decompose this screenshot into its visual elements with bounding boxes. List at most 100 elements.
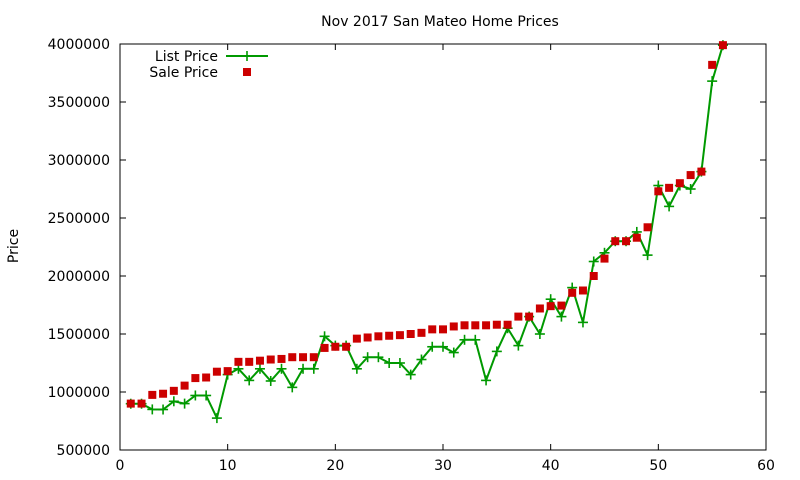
y-tick-label: 500000 bbox=[57, 443, 110, 459]
sale-price-point bbox=[406, 330, 415, 338]
sale-price-point bbox=[342, 342, 351, 351]
sale-price-point bbox=[535, 304, 544, 313]
list-price-point bbox=[427, 341, 438, 352]
list-price-point bbox=[685, 184, 696, 194]
list-price-point bbox=[481, 375, 492, 386]
sale-price-point bbox=[148, 390, 157, 399]
sale-price-point bbox=[395, 331, 404, 340]
x-tick-label: 40 bbox=[542, 458, 560, 474]
list-price-point bbox=[438, 341, 448, 352]
x-tick-label: 50 bbox=[649, 458, 667, 474]
plot-border bbox=[119, 43, 767, 451]
sale-price-point bbox=[589, 272, 598, 280]
legend-label-sale-price: Sale Price bbox=[149, 65, 218, 81]
sale-price-point bbox=[234, 357, 243, 366]
list-price-point bbox=[298, 363, 309, 374]
list-price-point bbox=[405, 369, 416, 380]
sale-price-point bbox=[546, 302, 555, 311]
list-price-point bbox=[211, 413, 222, 424]
list-price-point bbox=[287, 382, 298, 393]
sale-price-point bbox=[363, 333, 372, 342]
sale-price-point bbox=[708, 60, 717, 69]
list-price-point bbox=[254, 363, 265, 374]
sale-price-point bbox=[525, 312, 534, 321]
sale-price-point bbox=[385, 331, 394, 340]
sale-price-point bbox=[675, 179, 684, 188]
sale-price-point bbox=[665, 183, 674, 192]
sale-price-point bbox=[352, 334, 361, 343]
sale-price-point bbox=[471, 321, 480, 330]
sale-price-point bbox=[503, 320, 512, 329]
sale-price-point bbox=[223, 367, 232, 376]
y-tick-label: 3000000 bbox=[48, 153, 110, 169]
list-price-point bbox=[373, 352, 384, 363]
legend-label-list-price: List Price bbox=[155, 49, 218, 65]
list-price-point bbox=[179, 398, 190, 409]
y-tick-label: 1000000 bbox=[48, 385, 110, 401]
list-price-point bbox=[168, 396, 179, 407]
sale-price-point bbox=[277, 354, 286, 363]
sale-price-point bbox=[428, 325, 437, 334]
x-tick-label: 60 bbox=[757, 458, 775, 474]
y-tick-label: 1500000 bbox=[48, 327, 110, 343]
sale-price-point bbox=[169, 386, 178, 395]
sale-price-point bbox=[449, 322, 458, 331]
sale-price-point bbox=[180, 381, 189, 390]
y-axis-title: Price bbox=[6, 229, 22, 263]
sale-price-point bbox=[578, 286, 587, 295]
sale-price-point bbox=[439, 325, 447, 334]
list-price-point bbox=[664, 201, 675, 212]
plot-area bbox=[125, 40, 728, 424]
sale-price-point bbox=[374, 332, 383, 341]
axes: 0 10 20 30 40 50 60 500000 1000000 1500000 2000000… bbox=[48, 37, 775, 474]
y-tick-label: 2000000 bbox=[48, 269, 110, 285]
sale-price-point bbox=[266, 355, 275, 364]
sale-price-point bbox=[460, 321, 469, 330]
sale-price-point bbox=[288, 353, 297, 362]
list-price-point bbox=[707, 76, 718, 87]
legend-swatch-sale-square bbox=[243, 68, 251, 76]
list-price-point bbox=[534, 329, 545, 339]
list-price-point bbox=[244, 375, 255, 386]
sale-price-point bbox=[643, 223, 652, 232]
sale-price-point bbox=[492, 320, 501, 329]
sale-price-point bbox=[245, 357, 254, 366]
list-price-point bbox=[577, 317, 588, 328]
list-price-point bbox=[351, 363, 362, 374]
x-tick-label: 30 bbox=[434, 458, 452, 474]
list-price-point bbox=[190, 390, 201, 401]
y-tick-label: 4000000 bbox=[48, 37, 110, 53]
sale-price-point bbox=[309, 353, 318, 362]
sale-price-point bbox=[482, 321, 491, 330]
list-price-point bbox=[491, 346, 502, 357]
sale-price-point bbox=[126, 399, 135, 408]
list-price-point bbox=[158, 404, 169, 415]
sale-price-point bbox=[191, 374, 200, 383]
list-price-point bbox=[513, 340, 524, 351]
list-price-point bbox=[459, 334, 470, 345]
list-price-point bbox=[588, 256, 599, 267]
sale-price-point bbox=[697, 167, 706, 176]
sale-price-point bbox=[514, 312, 523, 321]
sale-price-point bbox=[417, 328, 426, 337]
list-price-point bbox=[308, 363, 319, 374]
list-price-point bbox=[362, 352, 373, 363]
list-price-point bbox=[642, 250, 653, 261]
sale-price-point bbox=[331, 342, 340, 351]
sale-price-point bbox=[600, 254, 609, 263]
list-price-point bbox=[319, 331, 330, 342]
sale-price-point bbox=[557, 301, 566, 310]
sale-price-point bbox=[686, 171, 695, 180]
sale-price-point bbox=[718, 41, 727, 50]
sale-price-point bbox=[202, 373, 211, 382]
y-tick-label: 3500000 bbox=[48, 95, 110, 111]
list-price-point bbox=[384, 358, 395, 368]
list-price-point bbox=[556, 311, 567, 322]
sale-price-point bbox=[137, 399, 146, 408]
list-price-point bbox=[470, 334, 481, 345]
sale-price-point bbox=[255, 356, 264, 365]
list-price-point bbox=[416, 354, 427, 365]
